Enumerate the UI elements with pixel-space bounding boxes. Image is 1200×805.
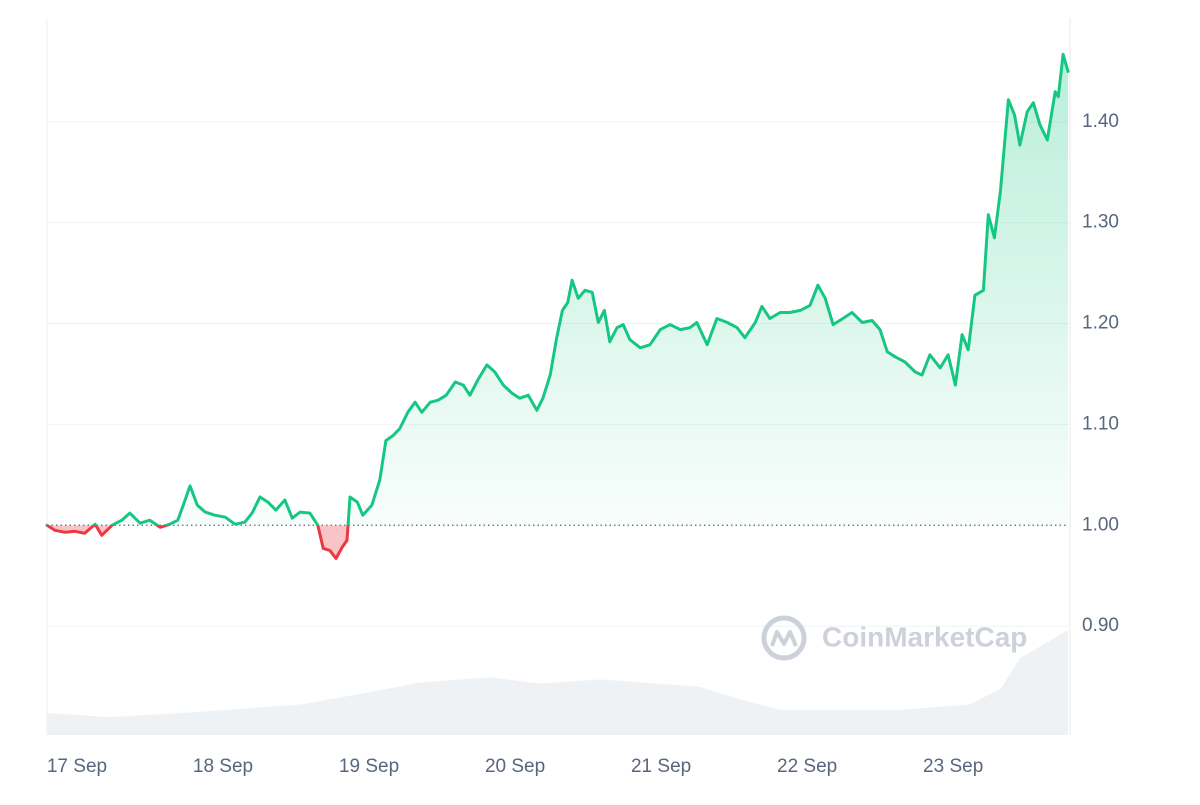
y-tick-label: 1.30 bbox=[1082, 212, 1119, 233]
x-tick-label: 21 Sep bbox=[631, 756, 691, 777]
y-tick-label: 1.10 bbox=[1082, 413, 1119, 434]
x-tick-label: 18 Sep bbox=[193, 756, 253, 777]
x-tick-label: 20 Sep bbox=[485, 756, 545, 777]
watermark-logo bbox=[761, 615, 807, 661]
watermark-text: CoinMarketCap bbox=[822, 621, 1027, 652]
y-tick-label: 1.20 bbox=[1082, 313, 1119, 334]
watermark-logo-mark bbox=[770, 630, 798, 647]
y-tick-label: 1.40 bbox=[1082, 111, 1119, 132]
volume-area bbox=[47, 630, 1068, 735]
x-tick-label: 19 Sep bbox=[339, 756, 399, 777]
y-tick-label: 1.00 bbox=[1082, 514, 1119, 535]
x-tick-label: 22 Sep bbox=[777, 756, 837, 777]
price-line bbox=[45, 52, 1070, 560]
x-tick-label: 17 Sep bbox=[47, 756, 107, 777]
x-tick-label: 23 Sep bbox=[923, 756, 983, 777]
y-tick-label: 0.90 bbox=[1082, 615, 1119, 636]
price-area bbox=[47, 54, 1068, 559]
watermark: CoinMarketCap bbox=[761, 615, 1027, 661]
